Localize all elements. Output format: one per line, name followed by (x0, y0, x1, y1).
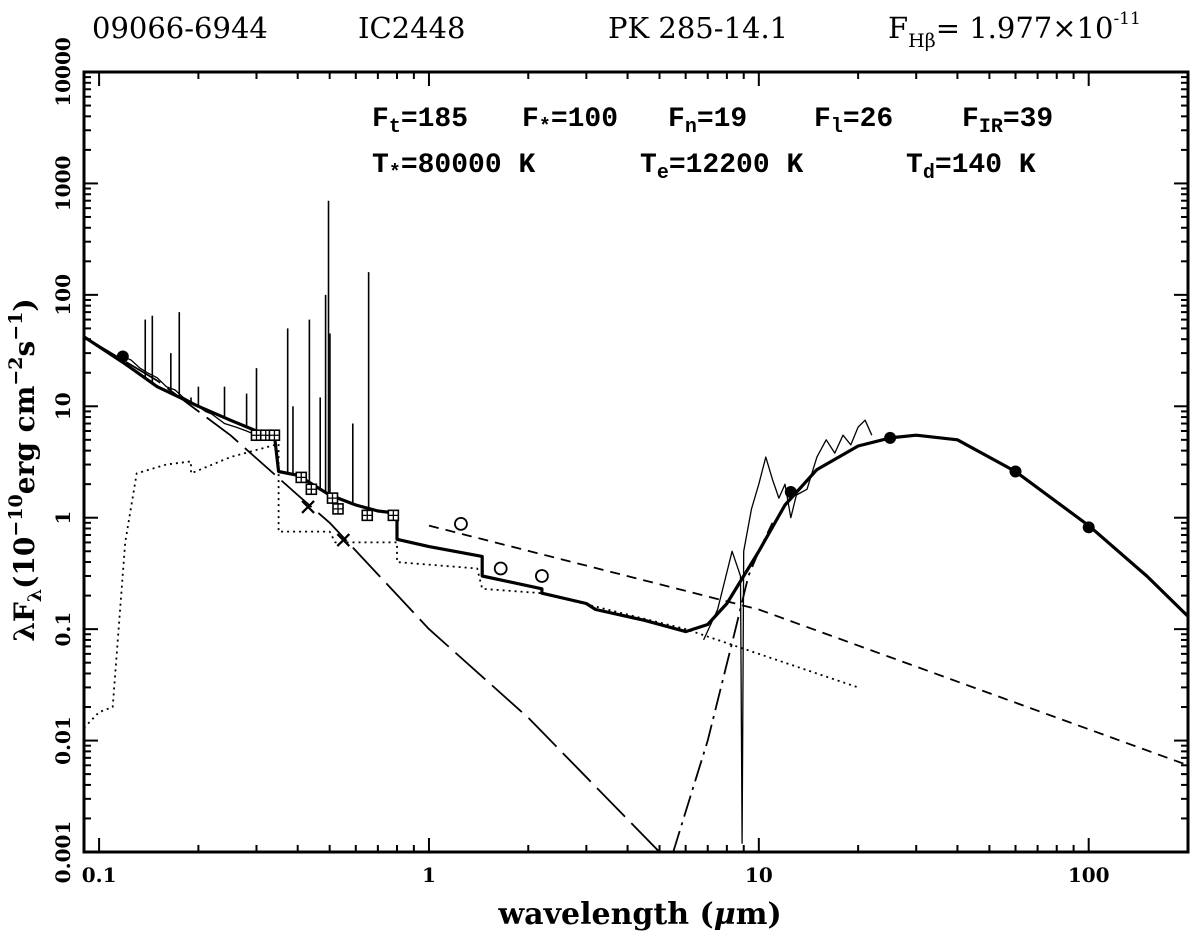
photometry-point-box-cross (269, 430, 280, 441)
series-stellar-longdash (83, 336, 661, 853)
annot-tstar: T*=80000 K (372, 150, 535, 185)
x-tick-label: 1 (422, 863, 436, 887)
photometry-point-open (454, 517, 468, 531)
photometry-point-box-cross (362, 510, 373, 521)
header-designation: 09066-6944 (92, 11, 268, 45)
header-name: IC2448 (358, 11, 465, 45)
photometry-point-cross (301, 500, 315, 514)
photometry-point-open (493, 561, 508, 576)
photometry-point-box-cross (327, 493, 338, 504)
plot-frame (82, 70, 1190, 854)
header-pk: PK 285-14.1 (608, 11, 788, 45)
y-tick-label: 10 (51, 392, 75, 420)
series-nebular-dotted (83, 442, 859, 729)
uv-spectrum (122, 355, 266, 436)
y-tick-label: 0.001 (51, 821, 75, 884)
photometry-point-open (535, 569, 549, 583)
x-tick-label: 10 (745, 863, 773, 887)
x-tick-label: 100 (1068, 863, 1110, 887)
photometry-point-box-cross (333, 503, 344, 514)
photometry-point-box-cross (388, 510, 399, 521)
annot-fir: FIR=39 (962, 104, 1053, 139)
annot-fl: Fl=26 (814, 104, 893, 139)
x-axis-label: wavelength (μm) (497, 897, 781, 932)
flux-annotations: Ft=185 F*=100 Fn=19 Fl=26 FIR=39 T*=8000… (372, 104, 1053, 185)
x-tick-label: 0.1 (82, 863, 117, 887)
y-tick-label: 1 (51, 511, 75, 525)
y-axis-label: λFλ(10−10erg cm−2s−1) (5, 298, 46, 641)
annot-te: Te=12200 K (640, 150, 803, 185)
photometry-point-box-cross (306, 484, 317, 495)
y-tick-label: 10000 (51, 37, 75, 107)
photometry-point-cross (336, 533, 351, 547)
annot-fstar: F*=100 (522, 104, 618, 139)
y-tick-label: 100 (51, 274, 75, 316)
photometry-point-box-cross (296, 472, 307, 483)
photometry-point-filled (884, 431, 897, 444)
y-tick-label: 1000 (51, 156, 75, 212)
annot-ft: Ft=185 (372, 104, 468, 139)
y-tick-label: 0.1 (51, 612, 75, 647)
photometry-point-filled (1009, 465, 1022, 478)
series-dust-dashdot (672, 522, 774, 853)
photometry-point-filled (116, 350, 129, 363)
photometry-point-filled (784, 486, 797, 499)
series-total-thick (83, 335, 1190, 634)
annot-td: Td=140 K (906, 150, 1036, 185)
photometry-point-filled (1082, 521, 1095, 534)
annot-fn: Fn=19 (668, 104, 747, 139)
header-fhb: FHβ= 1.977×10-11 (888, 9, 1141, 52)
y-tick-label: 0.01 (51, 716, 75, 765)
series-spectrum-thin (703, 419, 873, 844)
photometry-point-box-cross (251, 430, 262, 441)
series-line-dashed (428, 524, 1189, 767)
